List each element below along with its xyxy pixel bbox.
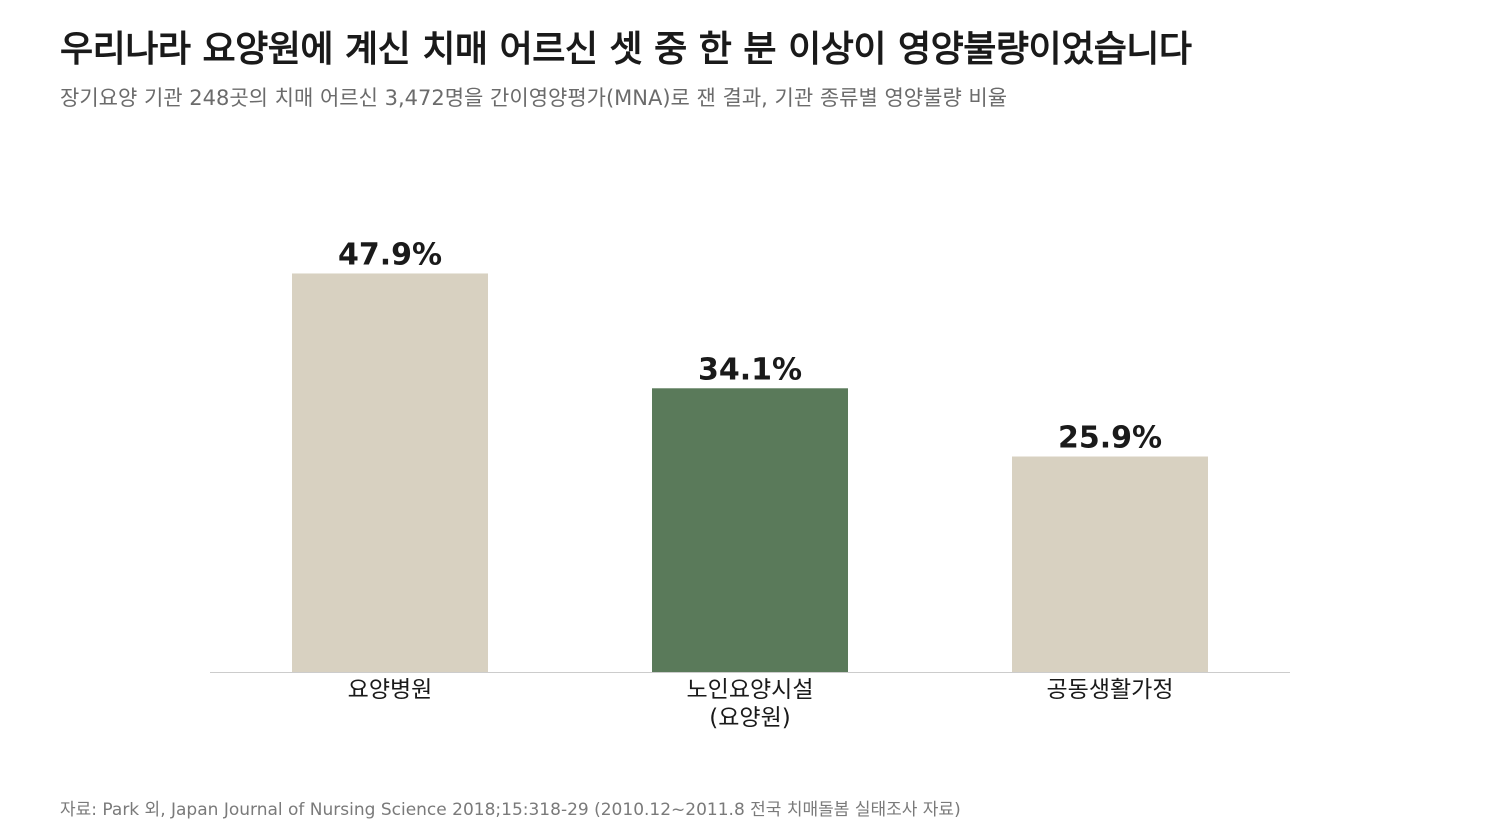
bar-2 [652,388,848,672]
chart-subtitle: 장기요양 기관 248곳의 치매 어르신 3,472명을 간이영양평가(MNA)… [60,86,1008,110]
value-label-2: 34.1% [698,352,802,387]
bar-1 [292,273,488,672]
category-label-3: 공동생활가정 [1047,677,1174,703]
category-label-2-line-1: 노인요양시설 [687,677,814,703]
chart-title: 우리나라 요양원에 계신 치매 어르신 셋 중 한 분 이상이 영양불량이었습니… [60,29,1192,70]
value-label-1: 47.9% [338,237,442,272]
category-label-1: 요양병원 [348,677,433,703]
source-footnote: 자료: Park 외, Japan Journal of Nursing Sci… [60,800,961,820]
category-label-2-line-2: (요양원) [709,705,790,731]
bar-3 [1012,456,1208,672]
value-label-3: 25.9% [1058,421,1162,456]
